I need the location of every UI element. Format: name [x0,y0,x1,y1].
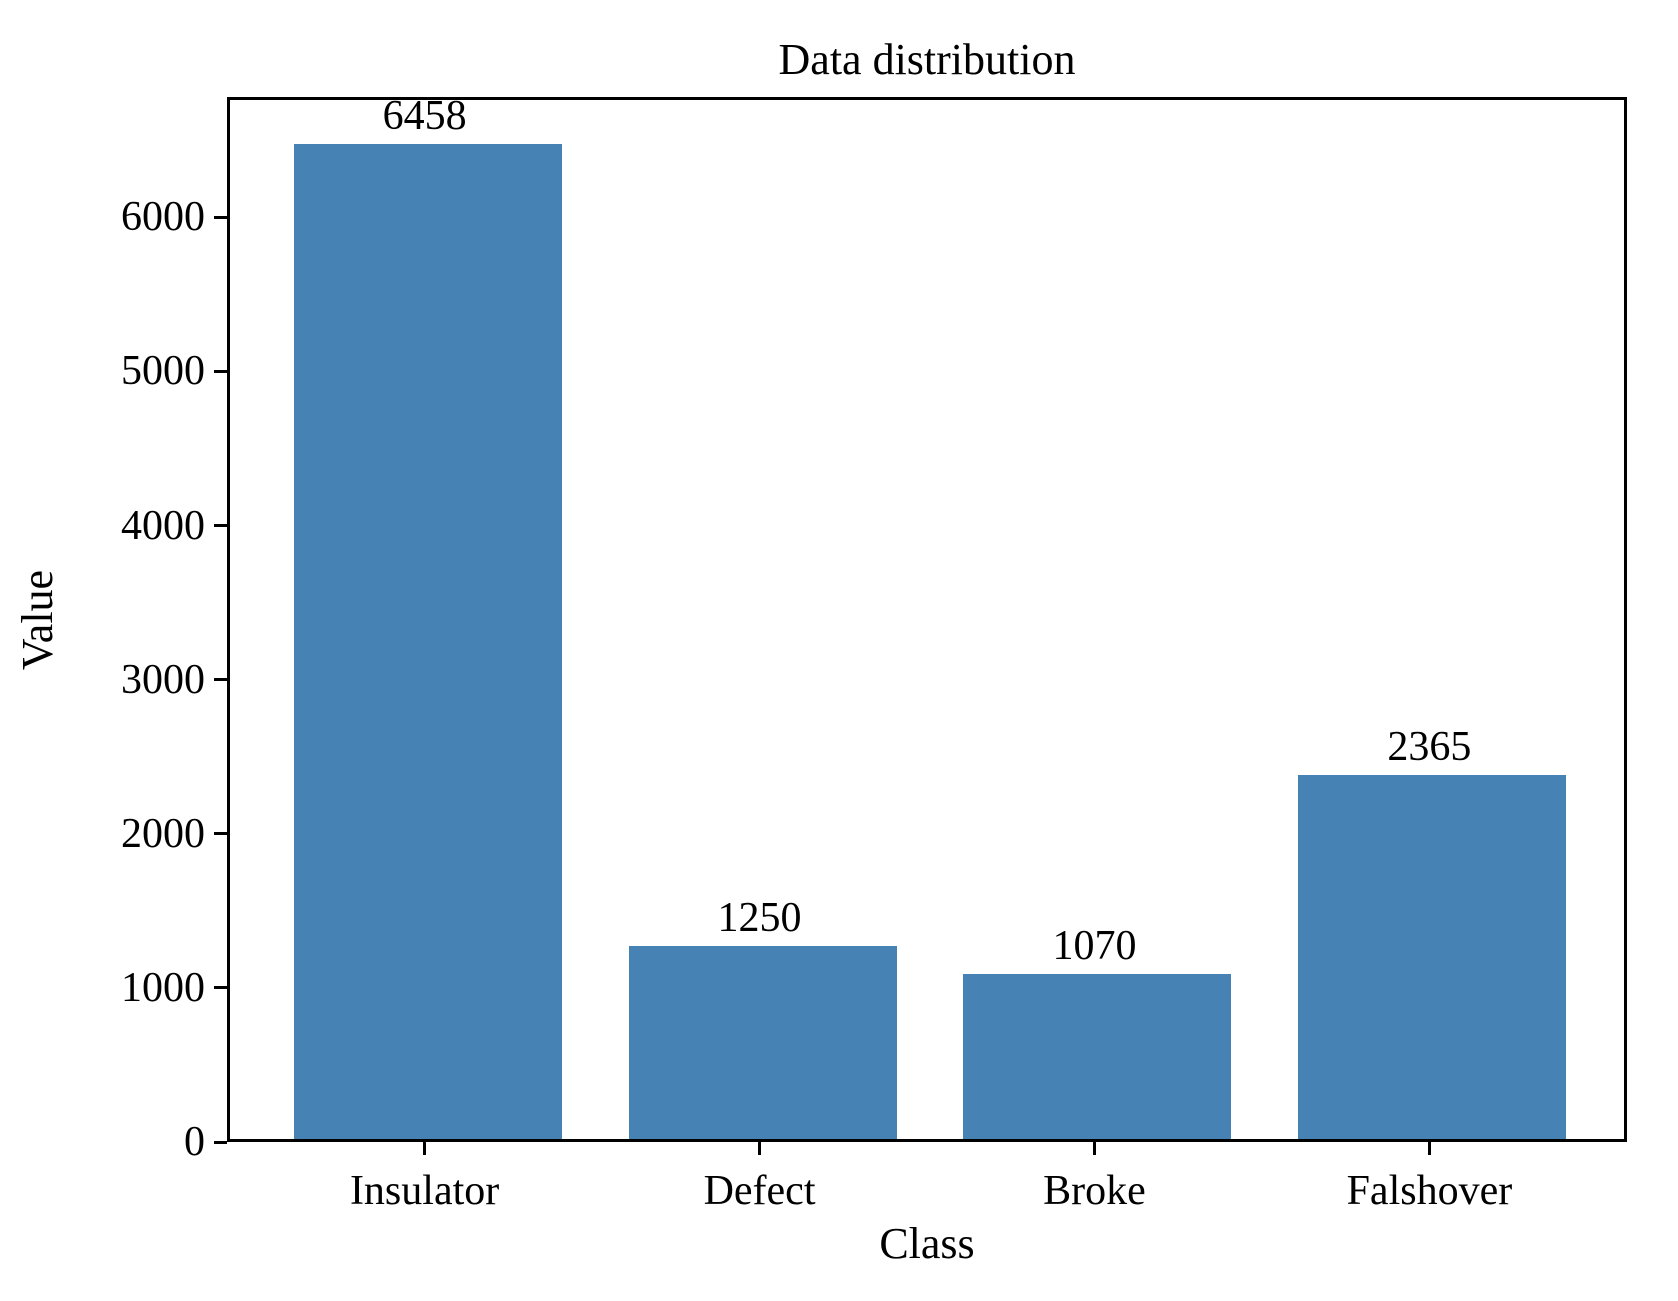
bar-value-label: 6458 [382,92,467,139]
x-tick-label-broke: Broke [1043,1168,1146,1214]
bar-insulator [293,143,562,1139]
bar-defect [628,946,897,1139]
x-axis-label: Class [879,1219,975,1268]
x-tick-mark [423,1142,427,1155]
y-tick-mark [214,524,227,528]
y-tick-mark [214,832,227,836]
y-tick-label: 4000 [121,502,205,549]
bar-value-label: 2365 [1387,723,1472,770]
chart-title: Data distribution [778,35,1076,84]
bar-falshover [1298,774,1567,1139]
x-tick-label-insulator: Insulator [349,1168,500,1214]
y-tick-label: 5000 [121,348,205,395]
y-tick-label: 6000 [121,194,205,241]
y-axis-label: Value [13,569,62,671]
x-tick-mark [1427,1142,1431,1155]
x-tick-label-defect: Defect [703,1168,816,1214]
y-tick-label: 2000 [121,810,205,857]
bar-value-label: 1250 [717,895,802,942]
y-tick-mark [214,678,227,682]
x-tick-mark [1092,1142,1096,1155]
bar-value-label: 1070 [1052,923,1137,970]
plot-area [227,97,1627,1142]
y-tick-mark [214,1140,227,1144]
y-tick-label: 3000 [121,656,205,703]
y-tick-mark [214,369,227,373]
bar-broke [963,974,1232,1139]
y-tick-mark [214,215,227,219]
x-tick-label-falshover: Falshover [1346,1168,1513,1214]
x-tick-mark [758,1142,762,1155]
y-tick-label: 1000 [121,964,205,1011]
y-tick-label: 0 [184,1119,205,1165]
y-tick-mark [214,986,227,990]
